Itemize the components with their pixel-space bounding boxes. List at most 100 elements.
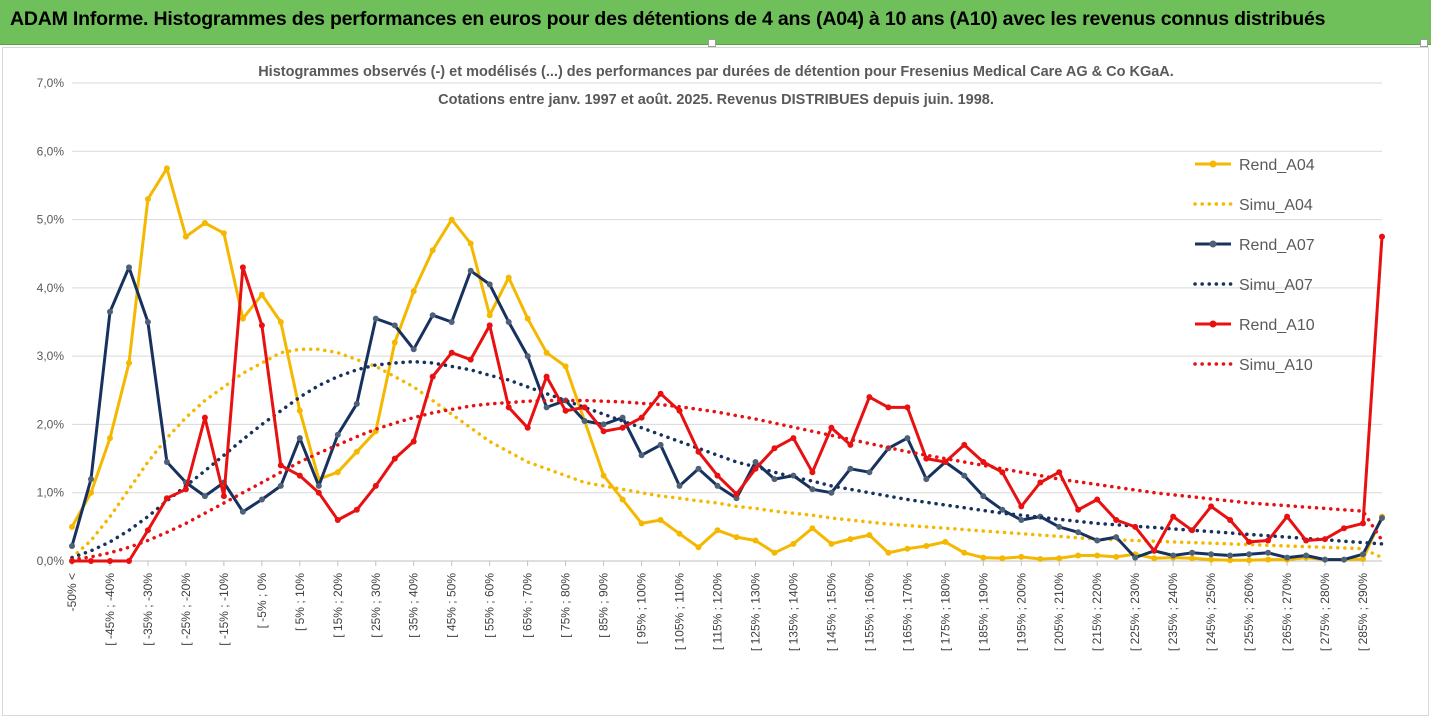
data-point-rend-a04 [107, 435, 113, 442]
data-point-rend-a10 [126, 558, 132, 564]
data-point-rend-a04 [676, 530, 683, 537]
data-point-rend-a10 [1227, 517, 1234, 523]
x-tick-label: [ 5% ; 10% [293, 573, 307, 631]
legend-label-rend-a04: Rend_A04 [1239, 157, 1315, 174]
data-point-rend-a07 [107, 308, 113, 315]
data-point-rend-a07 [1284, 554, 1291, 561]
data-point-rend-a10 [107, 558, 113, 564]
data-point-rend-a04 [391, 339, 398, 346]
data-point-rend-a07 [638, 452, 645, 459]
data-point-rend-a10 [372, 482, 379, 489]
data-point-rend-a10 [885, 404, 892, 411]
data-point-rend-a04 [923, 543, 930, 549]
data-point-rend-a04 [999, 555, 1006, 562]
data-point-rend-a04 [752, 537, 759, 544]
data-point-rend-a07 [904, 435, 911, 442]
data-point-rend-a04 [1246, 557, 1253, 564]
x-tick-label: [ -35% ; -30% [141, 573, 155, 646]
data-point-rend-a10 [1170, 513, 1177, 520]
data-point-rend-a10 [847, 441, 854, 448]
legend-label-simu-a10: Simu_A10 [1239, 357, 1313, 374]
data-point-rend-a04 [505, 274, 512, 281]
data-point-rend-a04 [1151, 555, 1158, 562]
data-point-rend-a10 [258, 322, 265, 329]
data-point-rend-a04 [1094, 552, 1101, 559]
data-point-rend-a10 [771, 445, 778, 452]
data-point-rend-a04 [524, 315, 531, 322]
data-point-rend-a07 [334, 431, 341, 438]
data-point-rend-a04 [1208, 556, 1215, 563]
data-point-rend-a07 [581, 418, 588, 424]
data-point-rend-a04 [714, 527, 721, 534]
data-point-rend-a07 [1113, 534, 1120, 541]
data-point-rend-a04 [904, 545, 911, 552]
data-point-rend-a04 [942, 538, 949, 545]
data-point-rend-a07 [144, 319, 151, 325]
data-point-rend-a10 [695, 448, 702, 455]
x-tick-label: [ 105% ; 110% [673, 573, 687, 650]
x-tick-label: [ 65% ; 70% [521, 573, 535, 638]
data-point-rend-a07 [448, 319, 455, 325]
data-point-rend-a07 [847, 465, 854, 472]
data-point-rend-a07 [505, 319, 512, 325]
resize-handle-top-right[interactable] [1420, 39, 1428, 47]
data-point-rend-a04 [543, 349, 550, 356]
data-point-rend-a04 [638, 520, 645, 527]
data-point-rend-a07 [1075, 529, 1082, 536]
data-point-rend-a10 [1018, 503, 1025, 510]
data-point-rend-a07 [163, 459, 170, 465]
data-point-rend-a10 [1208, 503, 1215, 510]
series-line-simu-a10 [70, 398, 1384, 562]
data-point-rend-a04 [1360, 556, 1366, 562]
x-tick-label: [ 75% ; 80% [559, 573, 573, 638]
data-point-rend-a04 [790, 540, 797, 547]
data-point-rend-a04 [657, 517, 664, 523]
data-point-rend-a10 [467, 356, 474, 363]
data-point-rend-a10 [1037, 479, 1044, 486]
data-point-rend-a07 [714, 482, 721, 489]
data-point-rend-a04 [733, 534, 740, 541]
y-tick-label: 5,0% [37, 213, 65, 227]
series-line-rend-a04 [70, 166, 1384, 562]
data-point-rend-a04 [201, 220, 208, 226]
x-tick-label: [ 205% ; 210% [1052, 573, 1066, 651]
y-tick-label: 6,0% [37, 144, 65, 158]
data-point-rend-a07 [391, 322, 398, 329]
data-point-rend-a10 [1132, 523, 1139, 530]
data-point-rend-a10 [961, 441, 968, 448]
data-point-rend-a07 [296, 435, 303, 442]
data-point-rend-a07 [1322, 556, 1328, 563]
data-point-rend-a04 [410, 288, 417, 295]
data-point-rend-a10 [676, 407, 683, 414]
data-point-rend-a04 [88, 489, 94, 496]
data-point-rend-a07 [258, 496, 265, 503]
x-tick-label: [ 245% ; 250% [1204, 573, 1218, 651]
data-point-rend-a04 [1018, 553, 1025, 560]
x-tick-label: [ 285% ; 290% [1356, 573, 1370, 651]
data-point-rend-a10 [201, 414, 208, 421]
data-point-rend-a10 [809, 469, 816, 476]
legend-marker-rend-a04 [1209, 160, 1217, 168]
x-tick-label: [ -5% ; 0% [255, 573, 269, 629]
chart-frame [2, 47, 1429, 716]
data-point-rend-a10 [619, 424, 626, 431]
data-point-rend-a10 [1151, 547, 1158, 554]
resize-handle-top[interactable] [708, 39, 716, 47]
data-point-rend-a07 [410, 346, 417, 353]
data-point-rend-a07 [88, 476, 94, 483]
legend-label-simu-a07: Simu_A07 [1239, 277, 1313, 294]
legend-label-simu-a04: Simu_A04 [1239, 197, 1313, 214]
series-line-rend-a07 [70, 265, 1384, 562]
data-point-rend-a10 [904, 404, 911, 411]
x-tick-label: [ 265% ; 270% [1280, 573, 1294, 651]
data-point-rend-a04 [220, 230, 227, 237]
report-title: ADAM Informe. Histogrammes des performan… [10, 8, 1326, 30]
data-point-rend-a10 [980, 459, 987, 465]
x-tick-label: [ 45% ; 50% [445, 573, 459, 638]
data-point-rend-a07 [239, 508, 246, 515]
data-point-rend-a04 [1265, 556, 1272, 563]
data-point-rend-a10 [163, 495, 170, 502]
x-tick-label: [ 275% ; 280% [1318, 573, 1332, 651]
data-point-rend-a07 [1265, 549, 1272, 556]
x-tick-label: [ 175% ; 180% [938, 573, 952, 651]
